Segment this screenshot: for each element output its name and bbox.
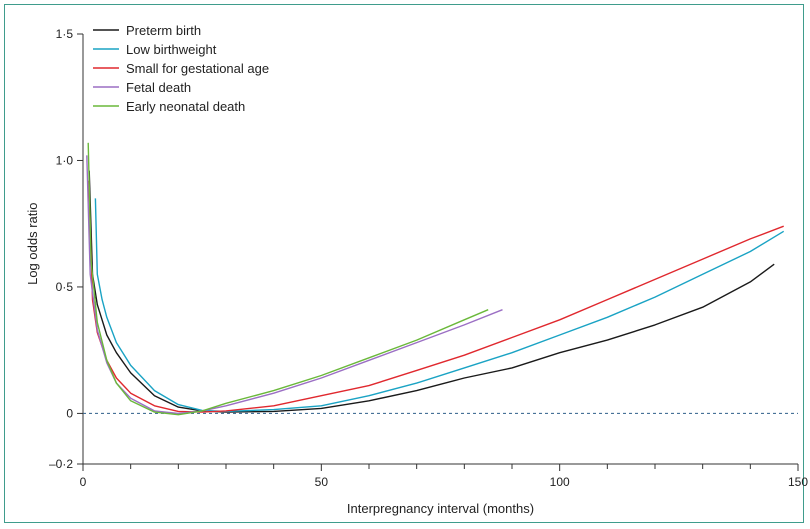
series-line-small-for-gestational-age — [88, 180, 784, 413]
legend-label-preterm-birth: Preterm birth — [126, 23, 201, 38]
legend-label-fetal-death: Fetal death — [126, 80, 191, 95]
series-line-preterm-birth — [88, 170, 775, 413]
x-tick-label: 50 — [315, 475, 329, 489]
legend-label-early-neonatal-death: Early neonatal death — [126, 99, 245, 114]
y-tick-label: –0·2 — [49, 457, 73, 471]
legend-label-small-for-gestational-age: Small for gestational age — [126, 61, 269, 76]
x-tick-label: 150 — [788, 475, 808, 489]
axes-layer: 0 50 100 150 –0·2 0 0·5 1·0 1·5 — [49, 27, 808, 489]
legend: Preterm birth Low birthweight Small for ge… — [93, 23, 269, 114]
y-tick-label: 1·5 — [56, 27, 74, 41]
y-axis-title: Log odds ratio — [25, 203, 40, 285]
y-tick-label: 1·0 — [56, 153, 74, 167]
y-tick-label: 0·5 — [56, 280, 74, 294]
x-tick-label: 0 — [80, 475, 87, 489]
series-line-fetal-death — [86, 155, 503, 415]
series-layer — [86, 142, 785, 416]
series-line-early-neonatal-death — [87, 142, 489, 416]
chart-frame — [4, 4, 804, 523]
legend-label-low-birthweight: Low birthweight — [126, 42, 217, 57]
x-tick-label: 100 — [550, 475, 570, 489]
y-tick-label: 0 — [66, 406, 73, 420]
series-line-low-birthweight — [94, 198, 785, 413]
x-axis-title: Interpregnancy interval (months) — [347, 501, 534, 516]
